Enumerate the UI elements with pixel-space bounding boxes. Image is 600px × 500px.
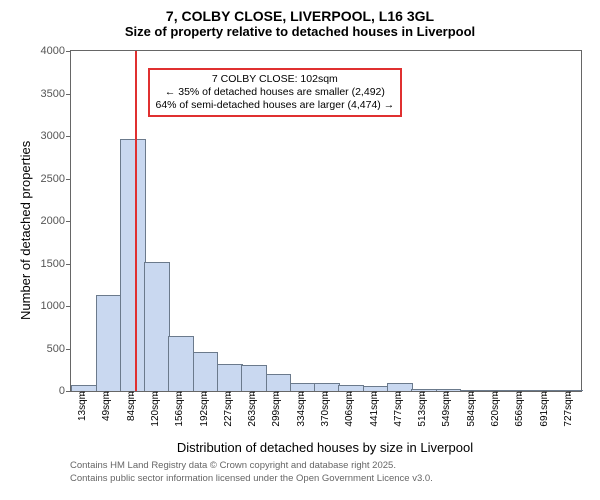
callout-box: 7 COLBY CLOSE: 102sqm← 35% of detached h…	[148, 68, 403, 117]
histogram-bar	[314, 383, 340, 391]
x-tick-label: 192sqm	[199, 391, 210, 427]
x-tick-label: 156sqm	[174, 391, 185, 427]
y-tick-mark	[66, 51, 71, 52]
x-tick-label: 263sqm	[247, 391, 258, 427]
histogram-bar	[217, 364, 243, 391]
histogram-bar	[241, 365, 267, 391]
plot-area: 0500100015002000250030003500400013sqm49s…	[70, 50, 582, 392]
footer-copyright-1: Contains HM Land Registry data © Crown c…	[70, 460, 396, 471]
histogram-bar	[193, 352, 219, 391]
x-tick-label: 406sqm	[344, 391, 355, 427]
x-tick-label: 13sqm	[77, 391, 88, 421]
y-tick-label: 3000	[41, 130, 65, 142]
x-tick-label: 513sqm	[417, 391, 428, 427]
x-tick-label: 656sqm	[514, 391, 525, 427]
x-tick-label: 120sqm	[150, 391, 161, 427]
x-tick-label: 620sqm	[490, 391, 501, 427]
y-tick-mark	[66, 179, 71, 180]
x-tick-label: 441sqm	[369, 391, 380, 427]
chart-subtitle: Size of property relative to detached ho…	[0, 24, 600, 43]
y-tick-label: 4000	[41, 45, 65, 57]
chart-title: 7, COLBY CLOSE, LIVERPOOL, L16 3GL	[0, 0, 600, 24]
callout-line: 7 COLBY CLOSE: 102sqm	[156, 73, 395, 86]
y-tick-label: 1500	[41, 258, 65, 270]
x-tick-label: 477sqm	[393, 391, 404, 427]
reference-line	[135, 51, 137, 391]
histogram-bar	[96, 295, 122, 391]
x-tick-label: 227sqm	[223, 391, 234, 427]
x-tick-label: 549sqm	[441, 391, 452, 427]
x-tick-label: 334sqm	[296, 391, 307, 427]
y-tick-mark	[66, 391, 71, 392]
callout-line: ← 35% of detached houses are smaller (2,…	[156, 86, 395, 99]
y-tick-label: 2000	[41, 215, 65, 227]
y-tick-label: 3500	[41, 88, 65, 100]
y-axis-label: Number of detached properties	[18, 141, 33, 320]
x-axis-label: Distribution of detached houses by size …	[70, 440, 580, 455]
x-tick-label: 49sqm	[101, 391, 112, 421]
footer-copyright-2: Contains public sector information licen…	[70, 473, 433, 484]
histogram-bar	[168, 336, 194, 391]
histogram-bar	[144, 262, 170, 391]
x-tick-label: 370sqm	[320, 391, 331, 427]
histogram-bar	[120, 139, 146, 391]
histogram-bar	[290, 383, 316, 391]
y-tick-label: 1000	[41, 300, 65, 312]
histogram-bar	[266, 374, 292, 391]
x-tick-label: 691sqm	[539, 391, 550, 427]
y-tick-mark	[66, 94, 71, 95]
histogram-bar	[387, 383, 413, 391]
y-tick-mark	[66, 136, 71, 137]
y-tick-mark	[66, 221, 71, 222]
y-tick-label: 2500	[41, 173, 65, 185]
y-tick-mark	[66, 349, 71, 350]
y-tick-label: 500	[47, 343, 65, 355]
chart-container: 7, COLBY CLOSE, LIVERPOOL, L16 3GL Size …	[0, 0, 600, 500]
y-tick-mark	[66, 306, 71, 307]
x-tick-label: 299sqm	[271, 391, 282, 427]
x-tick-label: 84sqm	[126, 391, 137, 421]
y-tick-mark	[66, 264, 71, 265]
callout-line: 64% of semi-detached houses are larger (…	[156, 99, 395, 112]
x-tick-label: 727sqm	[563, 391, 574, 427]
x-tick-label: 584sqm	[466, 391, 477, 427]
y-tick-label: 0	[59, 385, 65, 397]
